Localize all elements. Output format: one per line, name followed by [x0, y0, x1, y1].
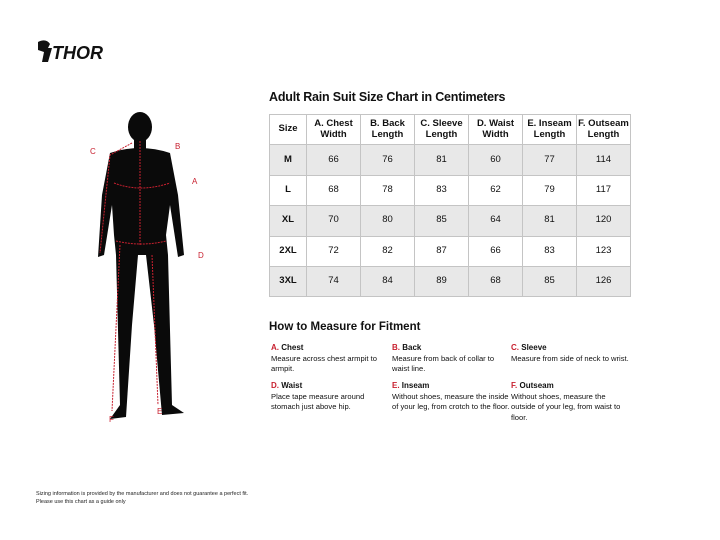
value-cell: 87 — [414, 235, 469, 267]
value-cell: 85 — [522, 265, 577, 298]
value-cell: 66 — [306, 144, 361, 176]
tip-letter: E. — [392, 381, 400, 390]
chart-title: Adult Rain Suit Size Chart in Centimeter… — [269, 90, 506, 104]
label-e: E — [157, 407, 163, 416]
thor-logo: THOR — [36, 38, 120, 64]
value-cell: 84 — [360, 265, 415, 298]
value-cell: 120 — [576, 205, 631, 237]
table-row: 3XL 74 84 89 68 85 126 — [269, 265, 631, 298]
tip-name: Inseam — [401, 381, 430, 390]
value-cell: 76 — [360, 144, 415, 176]
tip-text: Measure across chest armpit to armpit. — [271, 353, 377, 374]
value-cell: 74 — [306, 265, 361, 298]
table-row: 2XL 72 82 87 66 83 123 — [269, 235, 631, 267]
measure-tip-waist: D. Waist Place tape measure around stomac… — [271, 381, 391, 413]
tip-letter: D. — [271, 381, 279, 390]
header-waist: D. Waist Width — [468, 113, 523, 146]
value-cell: 60 — [468, 144, 523, 176]
size-cell: 3XL — [269, 265, 307, 298]
size-cell: XL — [269, 205, 307, 237]
header-sleeve: C. Sleeve Length — [414, 113, 469, 146]
value-cell: 62 — [468, 174, 523, 207]
measure-tip-chest: A. Chest Measure across chest armpit to a… — [271, 343, 391, 375]
value-cell: 83 — [522, 235, 577, 267]
value-cell: 126 — [576, 265, 631, 298]
label-a: A — [192, 177, 198, 186]
value-cell: 80 — [360, 205, 415, 237]
table-row: XL 70 80 85 64 81 120 — [269, 205, 631, 237]
header-outseam: F. Outseam Length — [576, 113, 631, 146]
value-cell: 123 — [576, 235, 631, 267]
value-cell: 78 — [360, 174, 415, 207]
size-table: Size A. Chest Width B. Back Length C. Sl… — [269, 113, 631, 298]
measure-tip-inseam: E. Inseam Without shoes, measure the insi… — [392, 381, 512, 413]
size-cell: M — [269, 144, 307, 176]
measure-tip-outseam: F. Outseam Without shoes, measure the out… — [511, 381, 631, 423]
value-cell: 85 — [414, 205, 469, 237]
tip-letter: F. — [511, 381, 518, 390]
table-row: M 66 76 81 60 77 114 — [269, 144, 631, 176]
howto-title: How to Measure for Fitment — [269, 321, 421, 333]
value-cell: 70 — [306, 205, 361, 237]
measure-tip-sleeve: C. Sleeve Measure from side of neck to wr… — [511, 343, 631, 364]
label-b: B — [175, 142, 181, 151]
label-c: C — [90, 147, 96, 156]
tip-letter: C. — [511, 343, 519, 352]
header-row: Size A. Chest Width B. Back Length C. Sl… — [269, 113, 631, 146]
tip-name: Waist — [281, 381, 303, 390]
value-cell: 68 — [468, 265, 523, 298]
disclaimer-line: Sizing information is provided by the ma… — [36, 491, 249, 497]
tip-name: Outseam — [519, 381, 554, 390]
disclaimer-line: Please use this chart as a guide only — [36, 498, 126, 505]
value-cell: 83 — [414, 174, 469, 207]
tip-letter: A. — [271, 343, 279, 352]
size-cell: 2XL — [269, 235, 307, 267]
tip-name: Back — [402, 343, 422, 352]
header-chest: A. Chest Width — [306, 113, 361, 146]
label-f: F — [109, 415, 114, 424]
value-cell: 114 — [576, 144, 631, 176]
body-measurement-figure: B C A D E F — [80, 105, 220, 425]
tip-text: Without shoes, measure the outside of yo… — [511, 391, 621, 422]
tip-name: Sleeve — [521, 343, 547, 352]
header-inseam: E. Inseam Length — [522, 113, 577, 146]
value-cell: 66 — [468, 235, 523, 267]
header-size: Size — [269, 113, 307, 146]
header-back: B. Back Length — [360, 113, 415, 146]
value-cell: 82 — [360, 235, 415, 267]
svg-text:THOR: THOR — [52, 43, 103, 63]
value-cell: 81 — [522, 205, 577, 237]
value-cell: 117 — [576, 174, 631, 207]
value-cell: 68 — [306, 174, 361, 207]
value-cell: 64 — [468, 205, 523, 237]
disclaimer: Sizing information is provided by the ma… — [36, 491, 248, 506]
tip-text: Measure from back of collar to waist lin… — [392, 353, 495, 374]
label-d: D — [198, 251, 204, 260]
tip-letter: B. — [392, 343, 400, 352]
size-cell: L — [269, 174, 307, 207]
tip-text: Measure from side of neck to wrist. — [511, 353, 629, 363]
value-cell: 79 — [522, 174, 577, 207]
tip-name: Chest — [281, 343, 304, 352]
value-cell: 81 — [414, 144, 469, 176]
value-cell: 89 — [414, 265, 469, 298]
tip-text: Place tape measure around stomach just a… — [271, 391, 365, 412]
value-cell: 77 — [522, 144, 577, 176]
tip-text: Without shoes, measure the inside of you… — [392, 391, 510, 412]
table-row: L 68 78 83 62 79 117 — [269, 174, 631, 207]
measure-tip-back: B. Back Measure from back of collar to wa… — [392, 343, 512, 375]
value-cell: 72 — [306, 235, 361, 267]
